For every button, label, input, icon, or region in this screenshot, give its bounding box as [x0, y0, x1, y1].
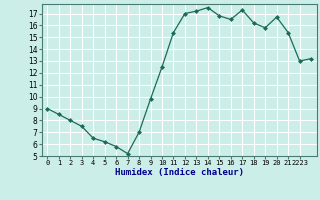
X-axis label: Humidex (Indice chaleur): Humidex (Indice chaleur): [115, 168, 244, 177]
